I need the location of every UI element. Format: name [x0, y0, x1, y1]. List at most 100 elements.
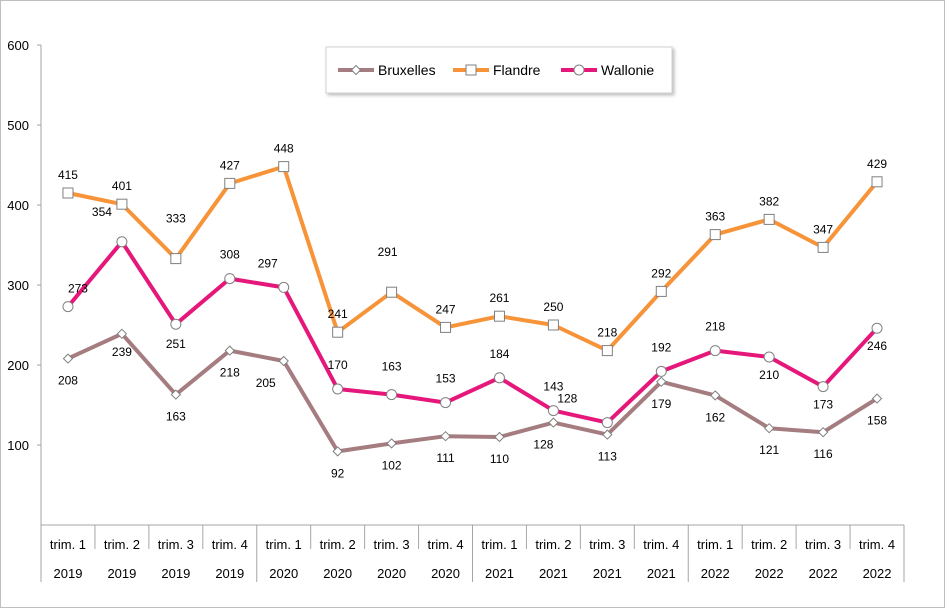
- data-label-bruxelles: 92: [331, 466, 345, 480]
- point-bruxelles: [602, 429, 613, 440]
- point-wallonie: [817, 381, 829, 393]
- data-label-flandre: 415: [58, 168, 78, 182]
- x-tick-label-quarter: trim. 2: [104, 537, 140, 552]
- point-flandre: [763, 213, 775, 225]
- data-label-wallonie: 210: [759, 368, 779, 382]
- point-wallonie: [871, 322, 883, 334]
- series-markers: [62, 161, 883, 457]
- legend-box: [325, 46, 673, 94]
- x-tick-label-quarter: trim. 3: [805, 537, 841, 552]
- x-tick-label-year: 2020: [377, 566, 406, 581]
- data-label-bruxelles: 162: [705, 410, 725, 424]
- point-bruxelles: [224, 345, 235, 356]
- point-wallonie: [278, 281, 290, 293]
- point-wallonie: [170, 318, 182, 330]
- point-bruxelles: [763, 422, 775, 434]
- data-label-flandre: 401: [112, 179, 132, 193]
- legend-label-bruxelles: Bruxelles: [378, 62, 436, 78]
- data-label-wallonie: 308: [220, 248, 240, 262]
- data-label-bruxelles: 179: [651, 397, 671, 411]
- point-flandre: [62, 187, 74, 199]
- data-label-bruxelles: 113: [598, 450, 617, 464]
- data-label-flandre: 363: [705, 210, 725, 224]
- x-tick-label-quarter: trim. 4: [427, 537, 463, 552]
- data-label-bruxelles: 163: [166, 410, 186, 424]
- point-wallonie: [332, 383, 344, 395]
- x-tick-label-quarter: trim. 1: [266, 537, 302, 552]
- point-wallonie: [224, 273, 236, 285]
- x-tick-label-year: 2021: [647, 566, 676, 581]
- data-label-wallonie: 246: [867, 339, 887, 353]
- data-label-wallonie: 297: [258, 256, 278, 270]
- x-tick-label-quarter: trim. 4: [859, 537, 895, 552]
- y-tick-label: 600: [7, 38, 29, 53]
- point-wallonie: [493, 372, 505, 384]
- point-flandre: [332, 326, 344, 338]
- data-label-bruxelles: 111: [436, 451, 455, 465]
- point-wallonie: [386, 389, 398, 401]
- data-label-bruxelles: 116: [814, 447, 833, 461]
- point-bruxelles: [62, 353, 74, 364]
- x-tick-label-year: 2022: [701, 566, 730, 581]
- legend-label-flandre: Flandre: [493, 62, 541, 78]
- x-tick-label-year: 2020: [323, 566, 352, 581]
- data-label-wallonie: 192: [651, 340, 671, 354]
- y-tick-label: 500: [7, 118, 29, 133]
- data-label-wallonie: 184: [489, 347, 509, 361]
- point-bruxelles: [710, 390, 721, 401]
- x-tick-label-quarter: trim. 3: [374, 537, 410, 552]
- point-wallonie: [440, 397, 452, 409]
- point-flandre: [547, 319, 559, 331]
- legend-marker-bruxelles: [350, 64, 362, 76]
- data-label-flandre: 382: [759, 194, 779, 208]
- x-tick-label-quarter: trim. 2: [751, 537, 787, 552]
- data-label-wallonie: 218: [705, 320, 725, 334]
- point-bruxelles: [656, 376, 667, 388]
- data-label-flandre: 292: [651, 266, 671, 280]
- data-label-wallonie: 354: [92, 205, 112, 219]
- data-label-bruxelles: 208: [58, 374, 78, 388]
- point-flandre: [601, 345, 613, 357]
- x-tick-label-year: 2020: [431, 566, 460, 581]
- x-tick-label-year: 2021: [485, 566, 514, 581]
- x-tick-label-year: 2022: [755, 566, 784, 581]
- y-tick-label: 100: [7, 438, 29, 453]
- x-tick-label-quarter: trim. 4: [212, 537, 248, 552]
- point-flandre: [116, 198, 128, 210]
- x-tick-label-year: 2019: [161, 566, 190, 581]
- point-flandre: [817, 241, 829, 253]
- x-tick-label-quarter: trim. 3: [589, 537, 625, 552]
- point-flandre: [440, 321, 452, 333]
- data-label-bruxelles: 239: [112, 345, 132, 359]
- data-label-wallonie: 170: [328, 358, 348, 372]
- data-label-wallonie: 153: [436, 372, 456, 386]
- data-label-flandre: 333: [166, 212, 186, 226]
- point-flandre: [224, 177, 236, 189]
- series-lines: [65, 164, 880, 454]
- point-flandre: [493, 310, 505, 322]
- data-label-flandre: 218: [597, 326, 617, 340]
- x-tick-label-year: 2022: [863, 566, 892, 581]
- point-flandre: [278, 161, 290, 173]
- x-tick-label-year: 2019: [215, 566, 244, 581]
- point-wallonie: [763, 351, 775, 363]
- data-label-flandre: 429: [867, 157, 887, 171]
- legend: Bruxelles Flandre Wallonie: [325, 46, 673, 94]
- data-label-bruxelles: 102: [382, 458, 402, 472]
- data-label-bruxelles: 218: [220, 366, 240, 380]
- data-label-bruxelles: 121: [759, 443, 779, 457]
- point-wallonie: [547, 405, 559, 417]
- x-tick-label-quarter: trim. 2: [535, 537, 571, 552]
- data-label-wallonie: 273: [68, 282, 88, 296]
- point-flandre: [170, 253, 182, 265]
- point-bruxelles: [548, 417, 559, 428]
- point-bruxelles: [332, 446, 343, 457]
- y-tick-label: 400: [7, 198, 29, 213]
- data-label-bruxelles: 110: [490, 452, 509, 466]
- data-label-wallonie: 173: [813, 398, 833, 412]
- x-tick-label-year: 2020: [269, 566, 298, 581]
- point-flandre: [655, 285, 667, 297]
- x-tick-label-quarter: trim. 1: [481, 537, 517, 552]
- point-flandre: [871, 176, 883, 188]
